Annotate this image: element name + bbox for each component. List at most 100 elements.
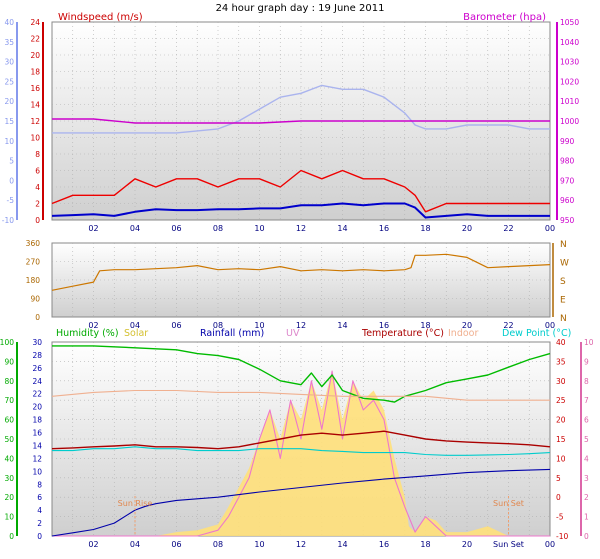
- compass-label: N: [560, 240, 567, 250]
- rainfall-tick-label: 6: [37, 493, 42, 502]
- x-tick-label: 20: [462, 321, 472, 330]
- windspeed-tick-label: 14: [30, 101, 40, 110]
- annotation-label: Sun Set: [493, 499, 524, 508]
- barometer-tick-label: 1040: [560, 38, 579, 47]
- rainfall-tick-label: 4: [37, 506, 42, 515]
- uv-tick-label: 9: [584, 357, 589, 366]
- legend-temperature: Temperature (°C): [361, 328, 444, 339]
- x-tick-label: 08: [213, 540, 223, 549]
- rainfall-tick-label: 8: [37, 480, 42, 489]
- legend-uv: UV: [286, 328, 300, 339]
- uv-tick-label: 6: [584, 416, 589, 425]
- far-left-tick-label: 0: [9, 176, 14, 185]
- x-tick-label: 18: [420, 321, 430, 330]
- x-tick-label: 14: [337, 540, 347, 549]
- rainfall-tick-label: 2: [37, 519, 42, 528]
- x-tick-label: 20: [462, 540, 472, 549]
- humidity-tick-label: 60: [4, 416, 14, 425]
- direction-tick-label: 180: [26, 276, 41, 285]
- temperature-tick-label: 15: [556, 435, 566, 444]
- windspeed-tick-label: 2: [35, 200, 40, 209]
- x-tick-label: 12: [296, 540, 306, 549]
- temperature-tick-label: 10: [556, 454, 566, 463]
- humidity-tick-label: 70: [4, 396, 14, 405]
- x-tick-label: 16: [379, 540, 389, 549]
- temperature-tick-label: -5: [556, 513, 564, 522]
- x-tick-label: 14: [337, 321, 347, 330]
- humidity-tick-label: 80: [4, 377, 14, 386]
- barometer-tick-label: 1000: [560, 117, 579, 126]
- x-tick-label: 04: [130, 540, 140, 549]
- humidity-tick-label: 50: [4, 435, 14, 444]
- rainfall-tick-label: 22: [32, 390, 42, 399]
- far-left-tick-label: 25: [4, 77, 14, 86]
- windspeed-tick-label: 20: [30, 51, 40, 60]
- windspeed-tick-label: 4: [35, 183, 40, 192]
- humidity-tick-label: 0: [9, 532, 14, 541]
- annotation-label: Sun Rise: [118, 499, 153, 508]
- windspeed-tick-label: 10: [30, 134, 40, 143]
- uv-tick-label: 10: [584, 338, 594, 347]
- humidity-tick-label: 30: [4, 474, 14, 483]
- humidity-tick-label: 10: [4, 513, 14, 522]
- x-tick-label: 04: [130, 321, 140, 330]
- rainfall-tick-label: 12: [32, 454, 42, 463]
- barometer-tick-label: 1020: [560, 77, 579, 86]
- uv-tick-label: 5: [584, 435, 589, 444]
- far-left-tick-label: 30: [4, 58, 14, 67]
- series-rainfall: [51, 468, 551, 537]
- far-left-tick-label: 15: [4, 117, 14, 126]
- temperature-tick-label: -10: [556, 532, 568, 541]
- x-tick-label: 20: [462, 224, 472, 233]
- uv-tick-label: 4: [584, 454, 589, 463]
- temperature-tick-label: 5: [556, 474, 561, 483]
- windspeed-tick-label: 22: [30, 35, 40, 44]
- uv-tick-label: 1: [584, 513, 589, 522]
- temperature-tick-label: 40: [556, 338, 566, 347]
- x-tick-label: 10: [254, 224, 264, 233]
- x-tick-label: 00: [545, 224, 555, 233]
- legend-dew: Dew Point (°C): [502, 328, 571, 339]
- barometer-tick-label: 950: [560, 216, 575, 225]
- temperature-tick-label: 25: [556, 396, 566, 405]
- x-tick-label: 08: [213, 224, 223, 233]
- direction-tick-label: 90: [30, 295, 40, 304]
- x-tick-label: 00: [545, 540, 555, 549]
- far-left-tick-label: -5: [7, 196, 15, 205]
- barometer-tick-label: 960: [560, 196, 575, 205]
- x-tick-label: 06: [171, 321, 181, 330]
- humidity-tick-label: 100: [0, 338, 14, 347]
- rainfall-tick-label: 18: [32, 416, 42, 425]
- far-left-tick-label: -10: [2, 216, 14, 225]
- rainfall-tick-label: 14: [32, 441, 42, 450]
- x-tick-label: 02: [88, 540, 98, 549]
- x-tick-label: 22: [503, 224, 513, 233]
- direction-tick-label: 360: [26, 239, 41, 248]
- windspeed-tick-label: 18: [30, 68, 40, 77]
- x-tick-label: 18: [420, 540, 430, 549]
- rainfall-tick-label: 28: [32, 351, 42, 360]
- series-humidity: [52, 345, 551, 403]
- series-temperature: [51, 430, 551, 450]
- uv-tick-label: 2: [584, 493, 589, 502]
- barometer-tick-label: 980: [560, 157, 575, 166]
- x-tick-label: 12: [296, 321, 306, 330]
- x-tick-label: 18: [420, 224, 430, 233]
- series-top-2: [51, 169, 550, 213]
- humidity-tick-label: 40: [4, 454, 14, 463]
- uv-tick-label: 0: [584, 532, 589, 541]
- windspeed-tick-label: 16: [30, 84, 40, 93]
- temperature-tick-label: 20: [556, 416, 566, 425]
- uv-tick-label: 8: [584, 377, 589, 386]
- x-tick-label: 22: [503, 321, 513, 330]
- far-left-tick-label: 10: [4, 137, 14, 146]
- legend-rainfall: Rainfall (mm): [200, 328, 264, 339]
- compass-label: S: [560, 277, 566, 287]
- direction-tick-label: 270: [26, 258, 41, 267]
- temperature-tick-label: 0: [556, 493, 561, 502]
- compass-label: N: [560, 314, 567, 324]
- rainfall-tick-label: 0: [37, 532, 42, 541]
- chart-title: 24 hour graph day : 19 June 2011: [216, 3, 385, 14]
- x-tick-label: 06: [171, 224, 181, 233]
